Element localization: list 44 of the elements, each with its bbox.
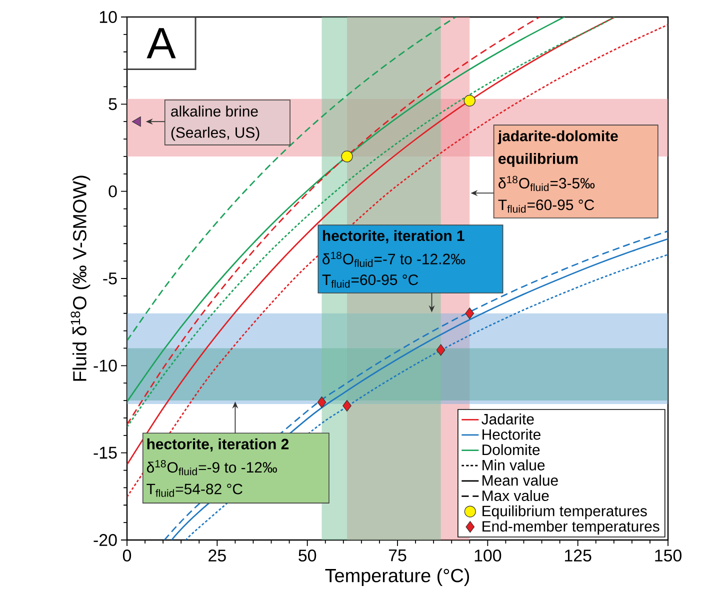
x-tick-label: 125 <box>565 550 592 562</box>
legend-label: Mean value <box>482 474 558 486</box>
legend-label: Max value <box>482 490 549 502</box>
annotation: δ$^{18}$O$_{fluid}$=-9 to -12‰ <box>146 460 277 476</box>
annotation: δ$^{18}$O$_{fluid}$=-7 to -12.2‰ <box>322 252 466 267</box>
annotation: alkaline brine <box>171 106 258 117</box>
annotation: δ$^{18}$O$_{fluid}$=3-5‰ <box>498 176 595 192</box>
annotation: hectorite, iteration 1 <box>323 230 464 244</box>
point <box>342 400 352 412</box>
annotation: A <box>146 28 176 58</box>
x-tick-label: 50 <box>298 550 316 562</box>
x-axis-title: Temperature (°C) <box>325 568 469 586</box>
y-tick-label: 10 <box>100 11 117 23</box>
y-tick-label: 5 <box>108 98 117 110</box>
y-axis-title: Fluid δ$^{18}$O (‰ V-SMOW) <box>70 176 90 381</box>
y-tick-label: -20 <box>94 534 117 546</box>
annotation: (Searles, US) <box>171 126 260 141</box>
point <box>341 150 353 162</box>
point <box>465 308 474 320</box>
y-tick-label: -5 <box>103 272 117 284</box>
x-tick-label: 0 <box>122 550 132 562</box>
x-tick-label: 25 <box>208 550 226 562</box>
annotation: T$_{fluid}$=60-95 °C <box>498 200 594 213</box>
point <box>132 116 141 127</box>
legend-label: End-member temperatures <box>482 520 660 535</box>
x-tick-label: 150 <box>655 550 682 562</box>
annotation: jadarite-dolomite <box>498 130 618 144</box>
y-tick-label: 0 <box>108 185 117 198</box>
x-tick-label: 75 <box>388 550 406 562</box>
y-tick-label: -15 <box>94 446 117 459</box>
x-tick-label: 100 <box>474 550 502 562</box>
point <box>464 94 476 106</box>
point <box>436 344 446 356</box>
point <box>317 396 326 408</box>
y-tick-label: -10 <box>94 360 117 372</box>
legend-label: Hectorite <box>482 428 540 440</box>
legend-label: Equilibrium temperatures <box>482 505 647 520</box>
legend-label: Dolomite <box>482 444 540 456</box>
annotation: equilibrium <box>498 152 578 167</box>
annotation: hectorite, iteration 2 <box>147 438 289 452</box>
legend-label: Min value <box>482 459 545 470</box>
legend-label: Jadarite <box>482 414 534 424</box>
annotation: T$_{fluid}$=60-95 °C <box>322 274 418 288</box>
annotation: T$_{fluid}$=54-82 °C <box>146 484 242 497</box>
